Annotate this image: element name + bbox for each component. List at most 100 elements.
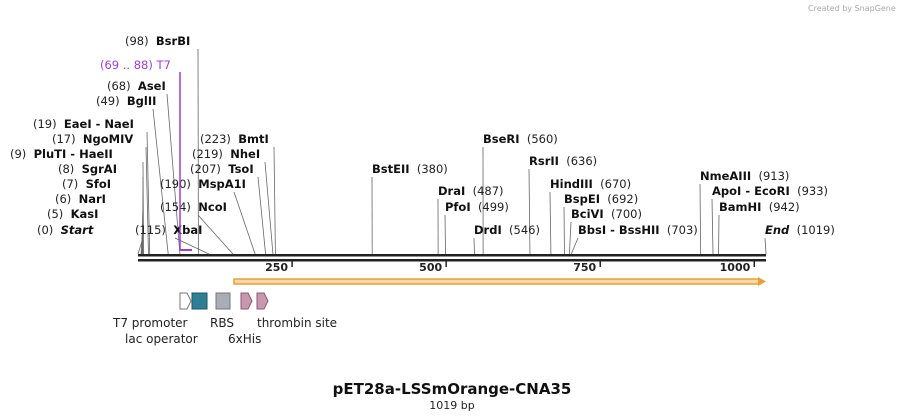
restriction-site-label[interactable]: (8) SgrAI [58, 162, 117, 176]
orf-arrow-body [233, 278, 761, 285]
restriction-site-label[interactable]: ApoI - EcoRI (933) [712, 184, 828, 198]
restriction-site-label[interactable]: (5) KasI [47, 207, 98, 221]
site-leader-line [711, 198, 714, 255]
site-leader-line [699, 183, 702, 255]
restriction-site-label[interactable]: BamHI (942) [719, 200, 800, 214]
site-name: ApoI - EcoRI [712, 184, 790, 198]
site-name: NmeAIII [700, 169, 751, 183]
site-name: KasI [71, 207, 99, 221]
site-leader-line [152, 108, 169, 255]
feature-label-t7-promoter: T7 promoter [112, 316, 188, 330]
site-name: BglII [127, 94, 157, 108]
site-name: BstEII [372, 162, 410, 176]
site-name: NheI [230, 147, 260, 161]
site-position: (6) [55, 192, 71, 206]
restriction-site-label[interactable]: (219) NheI [192, 147, 260, 161]
site-position: (49) [96, 94, 120, 108]
restriction-site-label[interactable]: RsrII (636) [529, 154, 597, 168]
plasmid-title: pET28a-LSSmOrange-CNA35 [333, 380, 572, 398]
site-position: (933) [797, 184, 828, 198]
feature-lac-operator[interactable] [191, 292, 208, 310]
ruler-tick-label: 1000 [720, 261, 751, 274]
restriction-site-label[interactable]: NmeAIII (913) [700, 169, 789, 183]
restriction-site-label[interactable]: (0) Start [37, 223, 94, 237]
operator-icon [191, 292, 208, 310]
site-leader-line [764, 237, 767, 255]
site-name: BseRI [483, 132, 520, 146]
feature-6xhis[interactable] [240, 292, 253, 310]
snapgene-credit: Created by SnapGene [808, 4, 896, 13]
restriction-site-label[interactable]: (7) SfoI [62, 177, 111, 191]
site-name: EaeI - NaeI [64, 117, 134, 131]
restriction-site-label[interactable]: BstEII (380) [372, 162, 448, 176]
site-name: HindIII [550, 177, 593, 191]
restriction-site-label[interactable]: (6) NarI [55, 192, 106, 206]
site-name: NgoMIV [83, 132, 133, 146]
site-leader-line [146, 131, 151, 255]
site-leader-line [233, 191, 256, 255]
restriction-site-label[interactable]: DraI (487) [438, 184, 504, 198]
site-name: PluTI - HaeII [34, 147, 113, 161]
feature-thrombin-site[interactable] [256, 292, 269, 310]
site-position: (7) [62, 177, 78, 191]
site-name: RsrII [529, 154, 559, 168]
site-name: BciVI [571, 207, 604, 221]
site-position: (670) [600, 177, 631, 191]
cleavage-arrow-icon [256, 292, 269, 310]
restriction-site-label[interactable]: HindIII (670) [550, 177, 631, 191]
restriction-site-label[interactable]: BspEI (692) [564, 192, 638, 206]
site-name: NarI [79, 192, 106, 206]
site-position: (487) [473, 184, 504, 198]
sequence-backbone [138, 254, 766, 262]
restriction-site-label[interactable]: BseRI (560) [483, 132, 558, 146]
site-leader-line [528, 168, 531, 255]
restriction-site-label[interactable]: (17) NgoMIV [52, 132, 133, 146]
site-position: (19) [33, 117, 57, 131]
tag-arrow-icon [240, 292, 253, 310]
restriction-site-label[interactable]: (190) MspA1I [160, 177, 246, 191]
site-position: (9) [10, 147, 26, 161]
site-position: (499) [478, 200, 509, 214]
site-position: (636) [566, 154, 597, 168]
promoter-icon [179, 292, 192, 310]
restriction-site-label[interactable]: DrdI (546) [474, 223, 540, 237]
site-position: (703) [667, 223, 698, 237]
site-name: BamHI [719, 200, 761, 214]
feature-t7-promoter[interactable] [179, 292, 192, 310]
restriction-site-label[interactable]: (223) BmtI [200, 132, 269, 146]
restriction-site-label[interactable]: (49) BglII [96, 94, 156, 108]
site-leader-line [273, 146, 276, 255]
site-name: BspEI [564, 192, 600, 206]
restriction-site-label[interactable]: (9) PluTI - HaeII [10, 147, 113, 161]
feature-label-rbs: RBS [210, 316, 234, 330]
feature-rbs[interactable] [215, 292, 231, 310]
feature-label-lac-operator: lac operator [125, 332, 198, 346]
site-position: (223) [200, 132, 231, 146]
site-leader-line [257, 176, 266, 255]
site-position: (560) [527, 132, 558, 146]
site-position: (8) [58, 162, 74, 176]
site-leader-line [197, 214, 234, 255]
restriction-site-label[interactable]: (115) XbaI [135, 223, 202, 237]
restriction-site-label[interactable]: End (1019) [765, 223, 835, 237]
t7-primer-label: (69 .. 88) T7 [100, 58, 171, 72]
site-name: BbsI - BssHII [578, 223, 660, 237]
restriction-site-label[interactable]: (207) TsoI [190, 162, 254, 176]
restriction-site-label[interactable]: (98) BsrBI [125, 34, 190, 48]
site-position: (5) [47, 207, 63, 221]
site-name: End [765, 223, 790, 237]
restriction-site-label[interactable]: BbsI - BssHII (703) [578, 223, 698, 237]
restriction-site-label[interactable]: (68) AseI [107, 79, 166, 93]
orf-arrow[interactable] [233, 277, 766, 286]
site-name: TsoI [228, 162, 253, 176]
site-name: PfoI [445, 200, 471, 214]
restriction-site-label[interactable]: PfoI (499) [445, 200, 509, 214]
restriction-site-label[interactable]: (154) NcoI [160, 200, 227, 214]
site-name: NcoI [198, 200, 227, 214]
restriction-site-label[interactable]: (19) EaeI - NaeI [33, 117, 134, 131]
site-position: (380) [417, 162, 448, 176]
site-position: (700) [611, 207, 642, 221]
t7-primer[interactable]: (69 .. 88) T7 [100, 58, 192, 251]
site-position: (115) [135, 223, 166, 237]
restriction-site-label[interactable]: BciVI (700) [571, 207, 642, 221]
